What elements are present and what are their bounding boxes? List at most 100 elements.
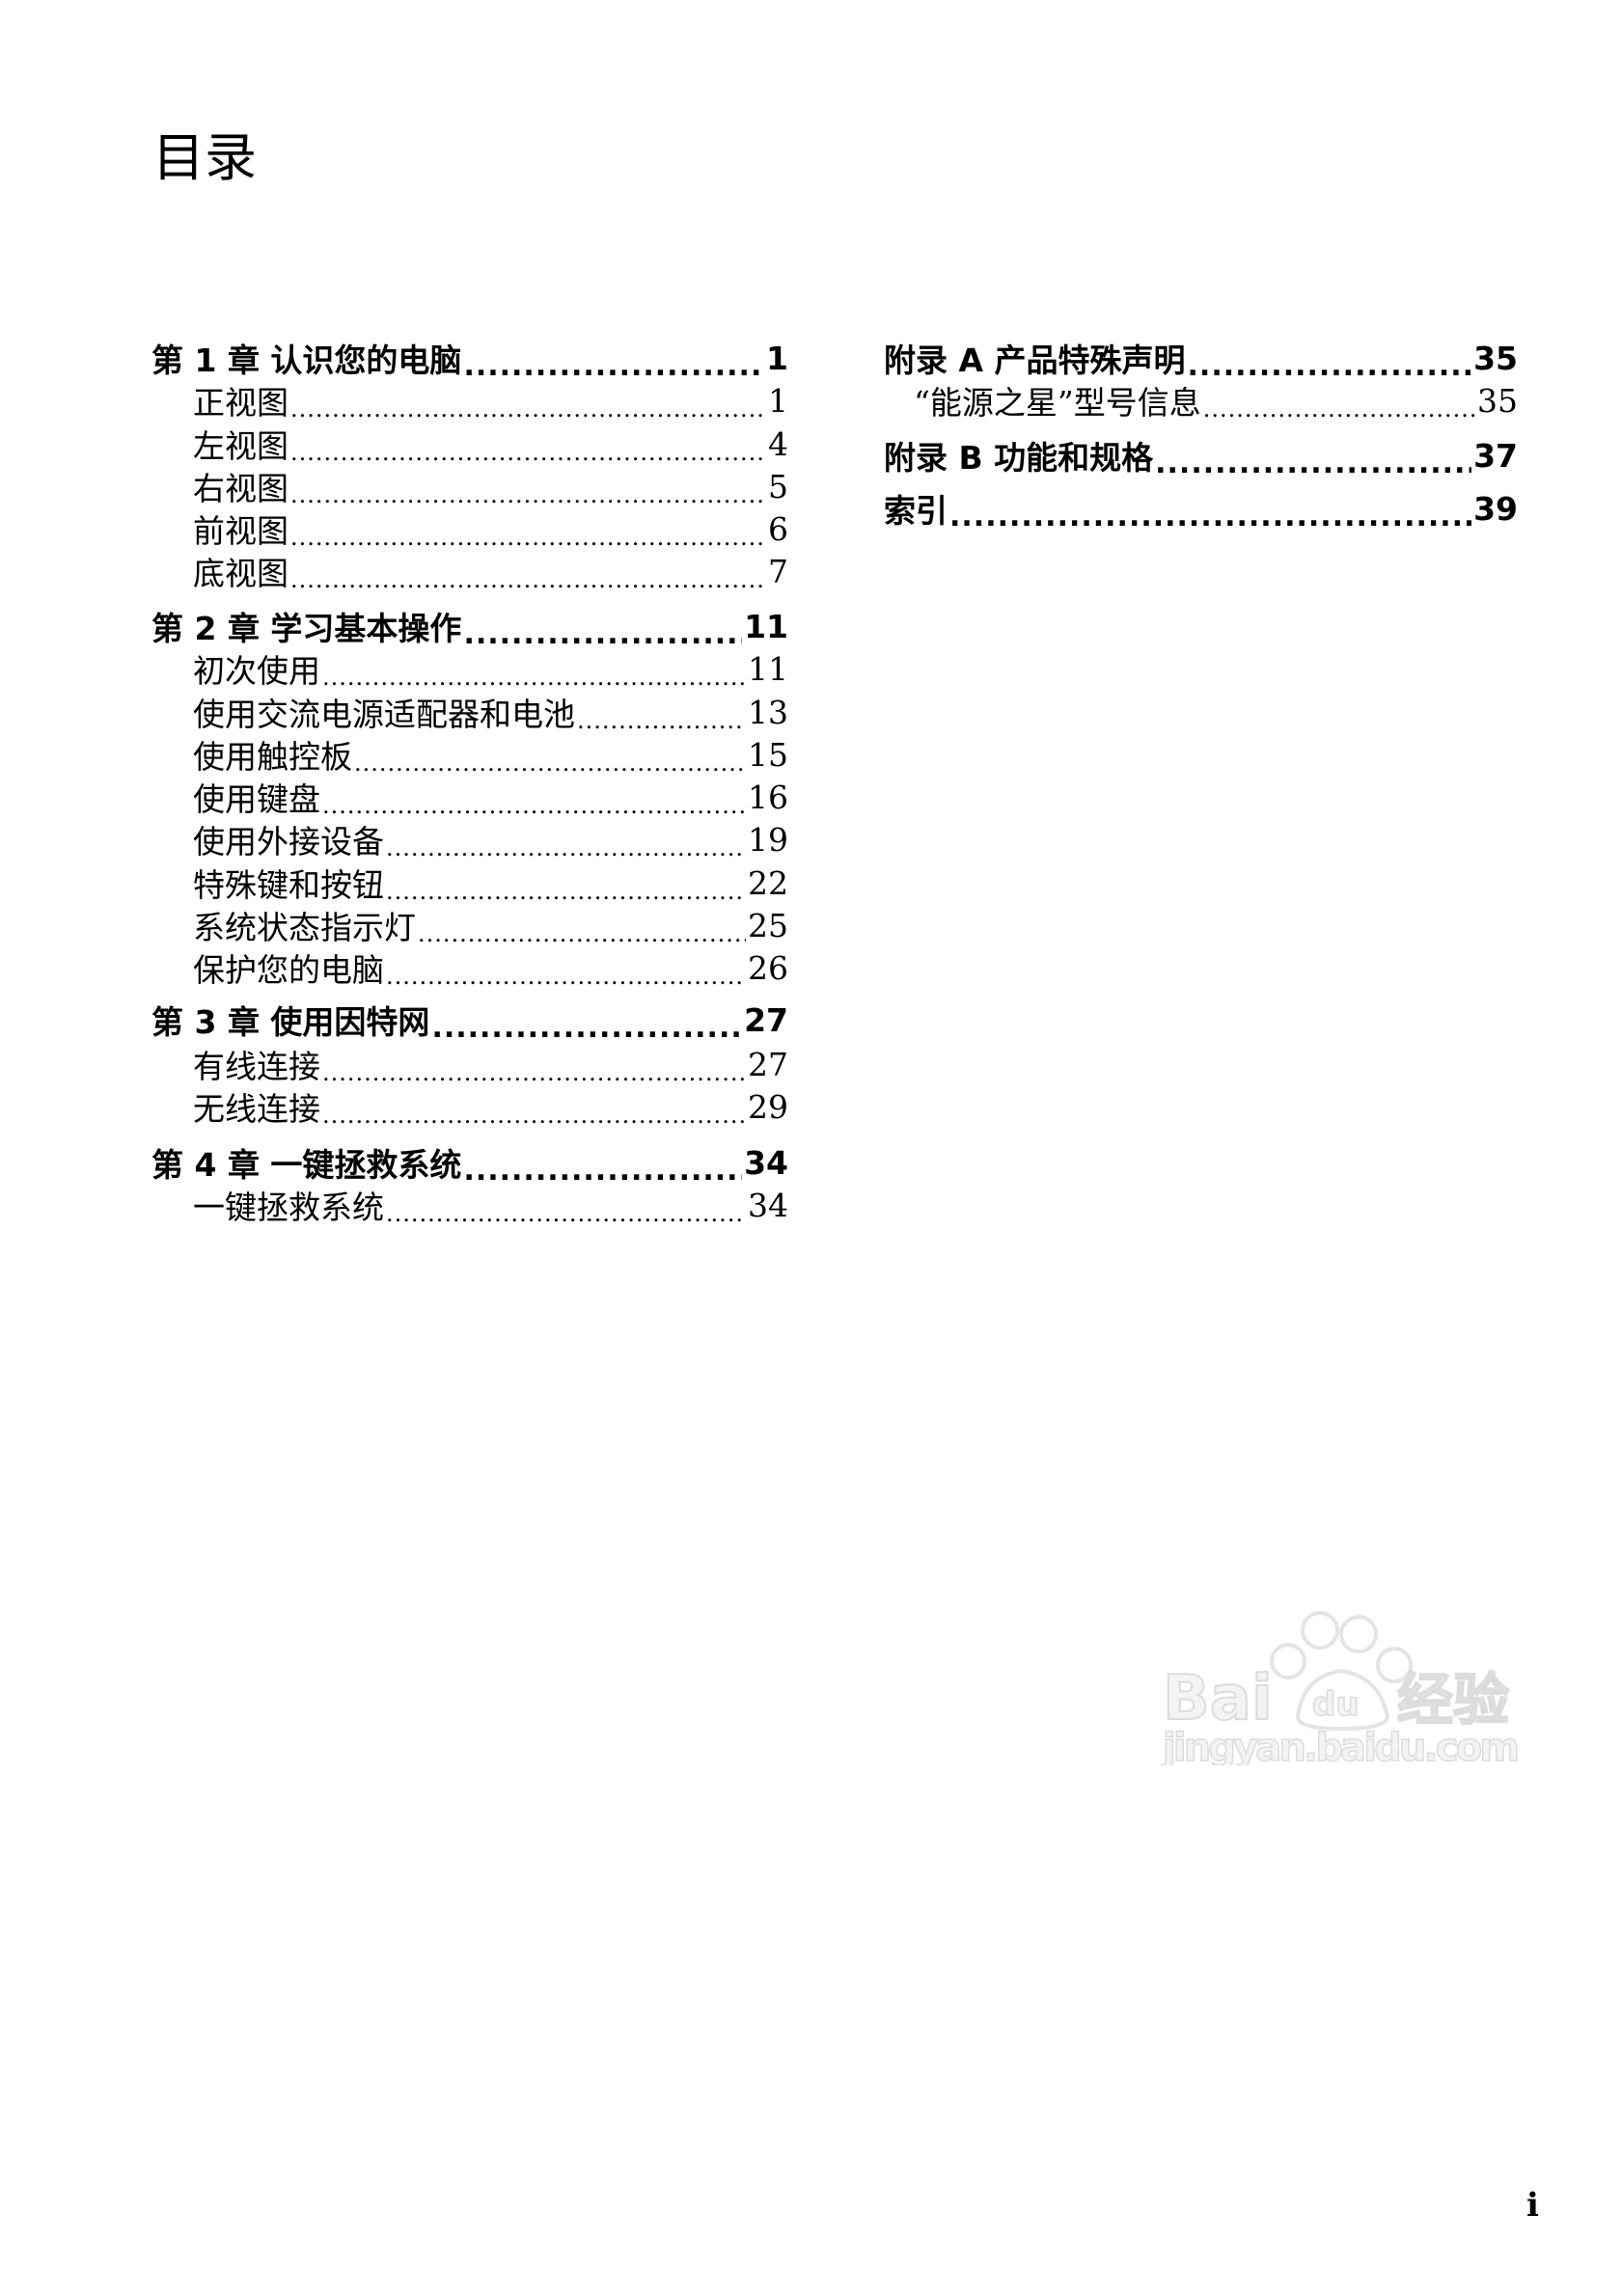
toc-entry-page: 11: [744, 607, 788, 645]
dot-leader: [463, 630, 742, 647]
toc-section-entry[interactable]: 无线连接 29: [193, 1085, 788, 1129]
dot-leader: [949, 512, 1471, 530]
toc-entry-page: 27: [748, 1045, 788, 1083]
toc-entry-page: 26: [748, 948, 788, 987]
dot-leader: [386, 887, 746, 904]
toc-chapter-entry[interactable]: 第 3 章 使用因特网 27: [151, 998, 788, 1042]
svg-text:du: du: [1312, 1685, 1360, 1724]
dot-leader: [386, 1209, 746, 1226]
dot-leader: [290, 404, 766, 422]
toc-entry-title: 使用交流电源适配器和电池: [193, 696, 575, 733]
page-title: 目录: [152, 127, 257, 188]
toc-entry-title: 有线连接: [193, 1048, 320, 1085]
toc-entry-page: 25: [748, 906, 788, 944]
toc-entry-title: 使用键盘: [193, 780, 320, 818]
toc-entry-title: 第 3 章 使用因特网: [151, 1003, 430, 1041]
toc-entry-page: 16: [748, 778, 788, 816]
dot-leader: [322, 672, 746, 690]
toc-entry-title: 右视图: [193, 470, 288, 507]
svg-text:经验: 经验: [1397, 1667, 1509, 1733]
dot-leader: [322, 801, 746, 818]
toc-entry-title: 使用触控板: [193, 738, 352, 776]
svg-text:jingyan.baidu.com: jingyan.baidu.com: [1161, 1726, 1520, 1765]
toc-entry-page: 35: [1473, 339, 1518, 377]
toc-entry-title: 保护您的电脑: [193, 951, 384, 989]
dot-leader: [1203, 404, 1475, 422]
toc-entry-page: 37: [1473, 436, 1518, 475]
toc-entry-title: 前视图: [193, 512, 288, 550]
baidu-jingyan-watermark: Bai du 经验 jingyan.baidu.com: [1160, 1611, 1521, 1765]
toc-section-entry[interactable]: 特殊键和按钮 22: [193, 861, 788, 905]
toc-section-entry[interactable]: 初次使用 11: [193, 647, 788, 691]
toc-entry-title: 特殊键和按钮: [193, 866, 384, 904]
toc-chapter-entry[interactable]: 第 1 章 认识您的电脑 1: [151, 337, 788, 380]
toc-entry-title: 附录 B 功能和规格: [884, 439, 1154, 477]
toc-section-entry[interactable]: 使用触控板 15: [193, 733, 788, 777]
toc-entry-page: 22: [748, 863, 788, 902]
toc-section-entry[interactable]: 一键拯救系统 34: [193, 1184, 788, 1227]
toc-section-entry[interactable]: 使用外接设备 19: [193, 818, 788, 861]
dot-leader: [577, 716, 746, 733]
dot-leader: [290, 490, 766, 507]
toc-entry-page: 5: [768, 467, 788, 506]
toc-entry-title: 底视图: [193, 555, 288, 592]
toc-chapter-entry[interactable]: 附录 A 产品特殊声明 35: [884, 337, 1518, 380]
dot-leader: [431, 1024, 742, 1041]
toc-entry-page: 35: [1477, 381, 1518, 420]
toc-entry-title: 无线连接: [193, 1090, 320, 1128]
dot-leader: [386, 971, 746, 989]
toc-section-entry[interactable]: 底视图 7: [193, 550, 788, 593]
dot-leader: [322, 1110, 746, 1128]
dot-leader: [463, 362, 764, 379]
toc-entry-page: 11: [748, 649, 788, 688]
toc-section-entry[interactable]: 有线连接 27: [193, 1043, 788, 1086]
toc-entry-title: 正视图: [193, 384, 288, 422]
toc-chapter-entry[interactable]: 第 4 章 一键拯救系统 34: [151, 1141, 788, 1185]
toc-entry-page: 19: [748, 820, 788, 859]
dot-leader: [354, 758, 746, 776]
toc-entry-page: 34: [744, 1143, 788, 1182]
toc-section-entry[interactable]: “能源之星”型号信息 35: [914, 379, 1518, 423]
toc-entry-page: 29: [748, 1087, 788, 1126]
toc-entry-page: 39: [1473, 489, 1518, 528]
toc-chapter-entry[interactable]: 索引 39: [884, 487, 1518, 531]
toc-section-entry[interactable]: 左视图 4: [193, 423, 788, 466]
toc-entry-page: 27: [744, 1000, 788, 1039]
toc-section-entry[interactable]: 前视图 6: [193, 507, 788, 551]
toc-entry-page: 34: [748, 1186, 788, 1224]
toc-section-entry[interactable]: 右视图 5: [193, 465, 788, 508]
toc-section-entry[interactable]: 正视图 1: [193, 379, 788, 423]
toc-entry-page: 15: [748, 735, 788, 774]
toc-section-entry[interactable]: 保护您的电脑 26: [193, 946, 788, 990]
toc-entry-title: 索引: [884, 492, 948, 530]
toc-entry-title: 第 2 章 学习基本操作: [151, 610, 462, 647]
toc-section-entry[interactable]: 使用交流电源适配器和电池 13: [193, 691, 788, 734]
toc-chapter-entry[interactable]: 第 2 章 学习基本操作 11: [151, 605, 788, 648]
dot-leader: [1155, 459, 1471, 477]
toc-entry-title: 附录 A 产品特殊声明: [884, 342, 1186, 379]
toc-entry-page: 6: [768, 509, 788, 548]
dot-leader: [322, 1068, 746, 1085]
toc-entry-title: 第 4 章 一键拯救系统: [151, 1146, 462, 1184]
toc-entry-title: 一键拯救系统: [193, 1189, 384, 1226]
toc-entry-title: “能源之星”型号信息: [914, 384, 1201, 422]
dot-leader: [1188, 362, 1472, 379]
dot-leader: [418, 929, 746, 946]
svg-text:Bai: Bai: [1163, 1663, 1273, 1735]
toc-section-entry[interactable]: 使用键盘 16: [193, 776, 788, 819]
dot-leader: [386, 843, 746, 861]
toc-chapter-entry[interactable]: 附录 B 功能和规格 37: [884, 434, 1518, 478]
toc-entry-title: 系统状态指示灯: [193, 909, 416, 946]
toc-entry-title: 第 1 章 认识您的电脑: [151, 342, 462, 379]
dot-leader: [290, 575, 766, 592]
toc-entry-page: 13: [748, 693, 788, 731]
toc-section-entry[interactable]: 系统状态指示灯 25: [193, 904, 788, 947]
toc-entry-title: 左视图: [193, 427, 288, 465]
toc-entry-title: 使用外接设备: [193, 823, 384, 861]
page-number: i: [1526, 2186, 1539, 2225]
toc-entry-title: 初次使用: [193, 652, 320, 690]
toc-entry-page: 4: [768, 424, 788, 463]
dot-leader: [290, 533, 766, 550]
dot-leader: [463, 1166, 742, 1184]
